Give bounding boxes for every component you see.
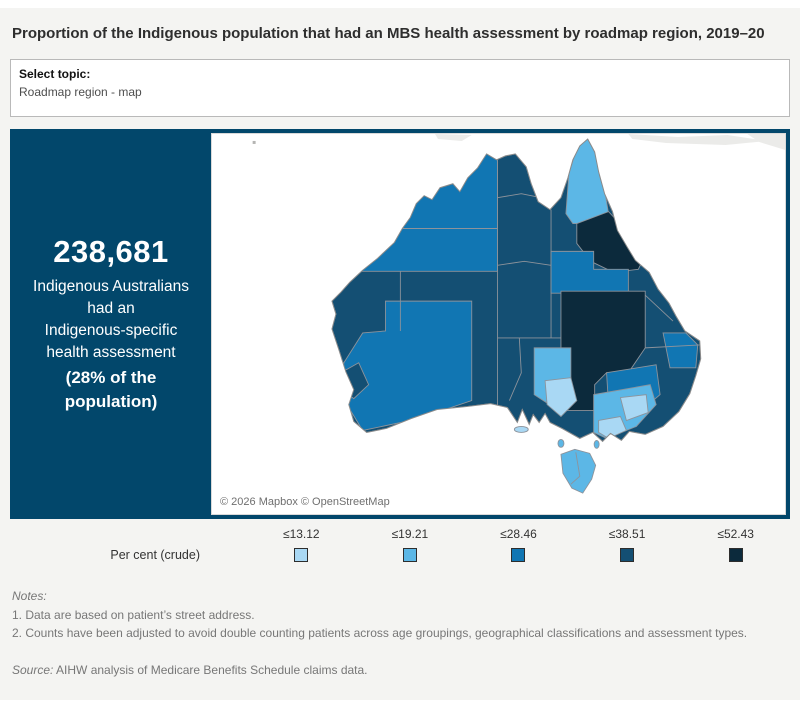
region-wa-south[interactable] <box>340 300 473 431</box>
color-legend: Per cent (crude) ≤13.12 ≤19.21 ≤28.46 ≤3… <box>10 527 790 573</box>
region-borders <box>399 139 700 411</box>
legend-item: ≤52.43 <box>681 527 790 562</box>
legend-title: Per cent (crude) <box>110 547 200 562</box>
legend-tick-label: ≤13.12 <box>282 526 320 541</box>
region-gippsland[interactable] <box>619 394 649 422</box>
region-adelaide[interactable] <box>544 377 578 418</box>
notes-section: Notes: 1. Data are based on patient’s st… <box>12 587 788 679</box>
legend-swatch[interactable] <box>294 547 309 562</box>
source-label: Source: <box>12 662 54 677</box>
summary-description-line: had an <box>87 299 135 317</box>
summary-big-number: 238,681 <box>53 233 169 269</box>
visualization-frame: 238,681 Indigenous Australians had an In… <box>10 128 790 519</box>
summary-description-line: Indigenous Australians <box>33 277 189 295</box>
summary-panel: 238,681 Indigenous Australians had an In… <box>14 133 208 515</box>
legend-item: ≤28.46 <box>464 527 573 562</box>
tasmania-border <box>570 452 581 485</box>
region-kangaroo-island[interactable] <box>513 425 529 433</box>
legend-tick-label: ≤19.21 <box>391 526 429 541</box>
region-king-island[interactable] <box>557 438 565 448</box>
map-attribution[interactable]: © 2026 Mapbox © OpenStreetMap <box>215 493 397 511</box>
note-item: 1. Data are based on patient’s street ad… <box>12 607 255 622</box>
legend-tick-label: ≤28.46 <box>500 526 537 541</box>
summary-highlight: (28% of the population) <box>16 366 206 414</box>
summary-highlight-line: population) <box>64 391 158 411</box>
page-title: Proportion of the Indigenous population … <box>12 25 765 42</box>
region-cape-york[interactable] <box>565 138 610 224</box>
legend-swatch[interactable] <box>511 547 526 562</box>
legend-tick-label: ≤52.43 <box>717 526 754 541</box>
dashboard: Proportion of the Indigenous population … <box>0 8 800 700</box>
legend-item: ≤13.12 <box>247 527 356 562</box>
legend-swatch[interactable] <box>728 547 743 562</box>
summary-description-line: Indigenous-specific <box>44 321 178 339</box>
neighbor-landmass <box>252 133 785 150</box>
topic-selector-label: Select topic: <box>19 66 91 81</box>
australia-map-svg[interactable] <box>212 133 785 514</box>
legend-swatch[interactable] <box>620 547 635 562</box>
region-wa-north[interactable] <box>309 139 498 229</box>
region-wa-midband[interactable] <box>329 228 498 272</box>
topic-selector-value[interactable]: Roadmap region - map <box>19 84 142 99</box>
notes-heading: Notes: <box>12 588 47 603</box>
summary-description: Indigenous Australians had an Indigenous… <box>16 276 206 364</box>
region-tasmania[interactable] <box>560 448 597 494</box>
note-item: 2. Counts have been adjusted to avoid do… <box>12 626 748 641</box>
mainland-coastline <box>331 138 702 443</box>
topic-selector[interactable]: Select topic: Roadmap region - map <box>10 58 790 117</box>
source-text: AIHW analysis of Medicare Benefits Sched… <box>53 662 368 677</box>
choropleth-map[interactable]: © 2026 Mapbox © OpenStreetMap <box>211 132 786 515</box>
legend-tick-label: ≤38.51 <box>608 526 646 541</box>
legend-swatch[interactable] <box>402 547 417 562</box>
source-line: Source: AIHW analysis of Medicare Benefi… <box>12 661 788 680</box>
region-flinders-island[interactable] <box>593 439 600 449</box>
summary-description-line: health assessment <box>46 343 176 361</box>
region-seq-coast[interactable] <box>662 332 699 369</box>
summary-highlight-line: (28% of the <box>65 367 157 387</box>
legend-item: ≤38.51 <box>573 527 682 562</box>
legend-item: ≤19.21 <box>356 527 465 562</box>
region-melbourne[interactable] <box>598 415 627 439</box>
